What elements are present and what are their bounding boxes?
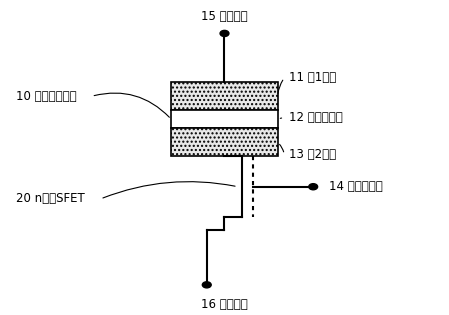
- Text: 13 第2電極: 13 第2電極: [289, 148, 336, 161]
- Bar: [171, 129, 278, 156]
- Text: 12 抗抗変化膚: 12 抗抗変化膚: [289, 111, 343, 124]
- Circle shape: [220, 30, 229, 37]
- Circle shape: [202, 282, 211, 288]
- Text: 10 抗抗変化素子: 10 抗抗変化素子: [16, 90, 77, 103]
- Text: 15 上部端子: 15 上部端子: [201, 10, 248, 23]
- Bar: [171, 110, 278, 129]
- Text: 14 ゲート電極: 14 ゲート電極: [329, 180, 383, 193]
- Bar: [171, 83, 278, 110]
- Circle shape: [309, 184, 317, 190]
- Text: 11 第1電極: 11 第1電極: [289, 72, 336, 84]
- Text: 16 下部端子: 16 下部端子: [201, 298, 248, 311]
- Text: 20 n型モSFET: 20 n型モSFET: [16, 192, 85, 205]
